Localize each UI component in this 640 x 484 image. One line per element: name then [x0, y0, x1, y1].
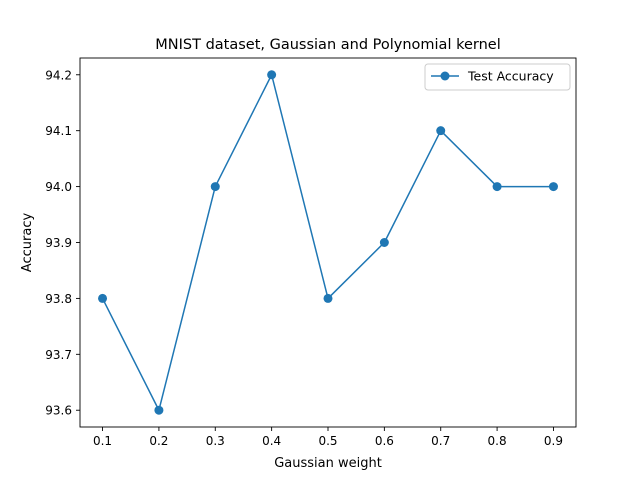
- data-point-marker: [267, 70, 277, 80]
- plot-frame: [79, 57, 577, 428]
- data-point-marker: [379, 238, 389, 247]
- y-tick-label: 93.7: [45, 348, 72, 362]
- data-point-marker: [548, 182, 558, 192]
- legend-label: Test Accuracy: [467, 69, 554, 84]
- x-tick-label: 0.6: [375, 434, 394, 448]
- data-point-marker: [98, 293, 108, 303]
- y-tick-label: 94.1: [45, 124, 72, 138]
- legend-box: [424, 63, 571, 91]
- data-point-marker: [210, 182, 220, 192]
- y-axis-label: Accuracy: [20, 213, 35, 273]
- data-point-marker: [154, 405, 164, 415]
- x-tick-label: 0.7: [431, 434, 450, 448]
- x-tick-label: 0.1: [93, 434, 112, 448]
- x-tick-label: 0.4: [262, 434, 281, 448]
- x-tick-label: 0.3: [206, 434, 225, 448]
- data-point-marker: [436, 126, 446, 136]
- x-tick-label: 0.5: [318, 434, 337, 448]
- x-tick-label: 0.9: [544, 434, 563, 448]
- x-tick-label: 0.8: [488, 434, 507, 448]
- x-axis-label: Gaussian weight: [274, 456, 382, 471]
- y-tick-label: 93.8: [45, 292, 72, 306]
- x-tick-label: 0.2: [149, 434, 168, 448]
- y-axis-ticks: 93.6 93.7 93.8 93.9 94.0 94.1 94.2: [45, 68, 80, 418]
- y-tick-label: 93.6: [45, 404, 72, 418]
- y-tick-label: 93.9: [45, 236, 72, 250]
- x-axis-ticks: 0.1 0.2 0.3 0.4 0.5 0.6 0.7 0.8 0.9: [93, 427, 563, 448]
- y-tick-label: 94.2: [45, 68, 72, 82]
- y-tick-label: 94.0: [45, 180, 72, 194]
- legend-marker-icon: [440, 71, 450, 81]
- data-point-marker: [323, 293, 333, 303]
- data-point-marker: [492, 182, 502, 192]
- series-layer: [98, 70, 558, 415]
- chart-title: MNIST dataset, Gaussian and Polynomial k…: [155, 37, 500, 53]
- legend: Test Accuracy: [424, 63, 571, 91]
